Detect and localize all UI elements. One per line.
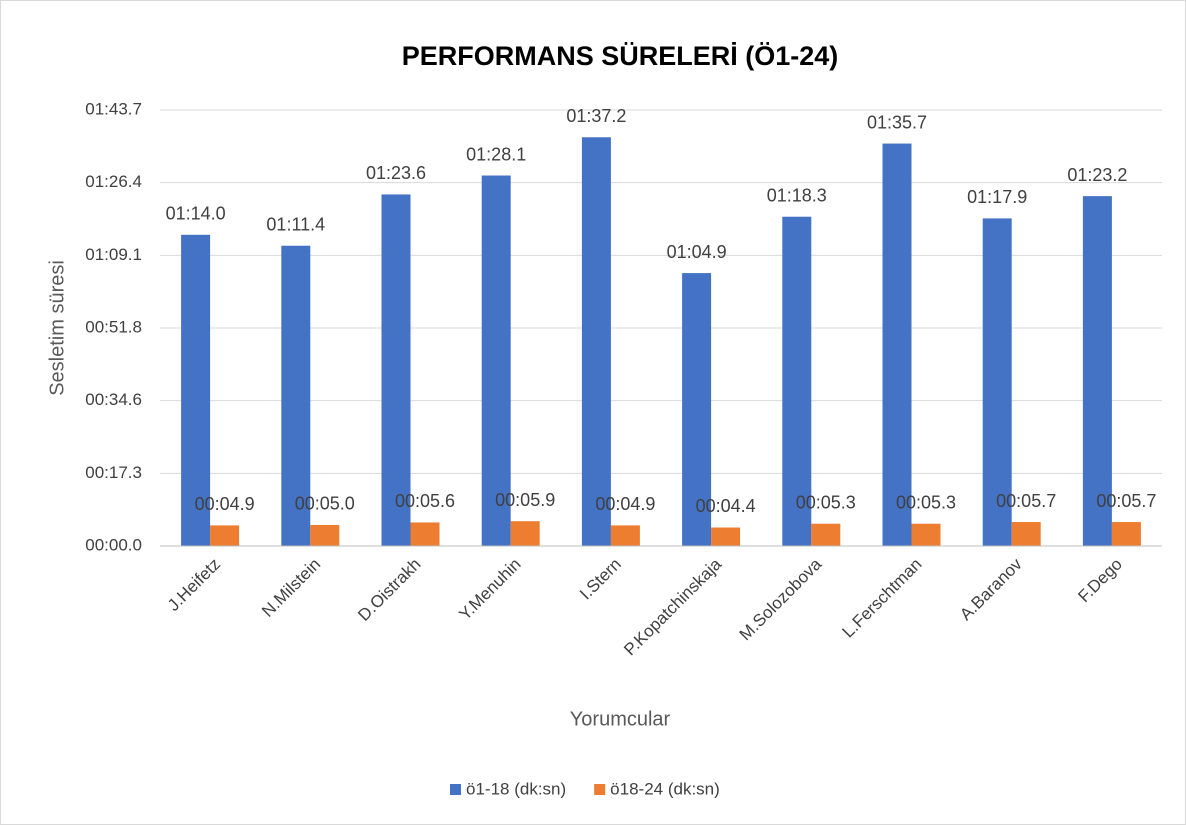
x-axis-title: Yorumcular xyxy=(570,708,671,730)
y-tick-label: 01:26.4 xyxy=(85,172,142,191)
data-label: 00:05.6 xyxy=(395,491,455,511)
y-tick-label: 01:43.7 xyxy=(85,99,142,118)
bar xyxy=(410,522,440,546)
data-label: 00:05.0 xyxy=(295,494,355,514)
bar xyxy=(982,218,1012,547)
legend-label: ö18-24 (dk:sn) xyxy=(610,779,720,798)
data-label: 01:18.3 xyxy=(767,185,827,205)
bar xyxy=(281,245,311,547)
legend-swatch xyxy=(450,784,461,795)
bar xyxy=(882,143,912,547)
data-label: 01:14.0 xyxy=(166,204,226,224)
data-label: 00:05.9 xyxy=(495,490,555,510)
bar xyxy=(181,234,211,547)
data-label: 01:37.2 xyxy=(566,106,626,126)
chart-title: PERFORMANS SÜRELERİ (Ö1-24) xyxy=(402,41,839,71)
bar xyxy=(1011,522,1041,546)
bar xyxy=(610,525,640,546)
bar xyxy=(782,216,812,546)
data-label: 01:23.6 xyxy=(366,163,426,183)
bar xyxy=(682,273,712,546)
y-tick-label: 00:17.3 xyxy=(85,463,142,482)
y-tick-label: 00:00.0 xyxy=(85,535,142,554)
data-label: 01:17.9 xyxy=(967,187,1027,207)
bar xyxy=(510,521,540,546)
data-label: 00:05.3 xyxy=(796,492,856,512)
bar xyxy=(1082,196,1112,546)
data-label: 00:04.9 xyxy=(595,494,655,514)
bar xyxy=(811,523,841,546)
y-tick-label: 00:34.6 xyxy=(85,390,142,409)
data-label: 00:04.4 xyxy=(696,496,756,516)
data-label: 00:04.9 xyxy=(195,494,255,514)
bar xyxy=(481,175,511,546)
data-label: 01:23.2 xyxy=(1067,165,1127,185)
bar xyxy=(310,524,340,546)
legend-label: ö1-18 (dk:sn) xyxy=(466,779,566,798)
data-label: 00:05.7 xyxy=(996,491,1056,511)
data-label: 01:28.1 xyxy=(466,144,526,164)
data-label: 00:05.7 xyxy=(1096,491,1156,511)
bar xyxy=(581,137,611,546)
data-label: 01:04.9 xyxy=(667,242,727,262)
bar xyxy=(210,525,240,546)
y-axis-title: Sesletim süresi xyxy=(46,260,68,396)
bar xyxy=(711,527,741,546)
data-label: 00:05.3 xyxy=(896,492,956,512)
data-label: 01:11.4 xyxy=(266,214,325,234)
y-tick-label: 01:09.1 xyxy=(85,245,142,264)
bar xyxy=(911,523,941,546)
bar xyxy=(1111,522,1141,546)
y-tick-label: 00:51.8 xyxy=(85,317,142,336)
bar xyxy=(381,194,411,547)
data-label: 01:35.7 xyxy=(867,112,927,132)
legend-swatch xyxy=(594,784,606,795)
